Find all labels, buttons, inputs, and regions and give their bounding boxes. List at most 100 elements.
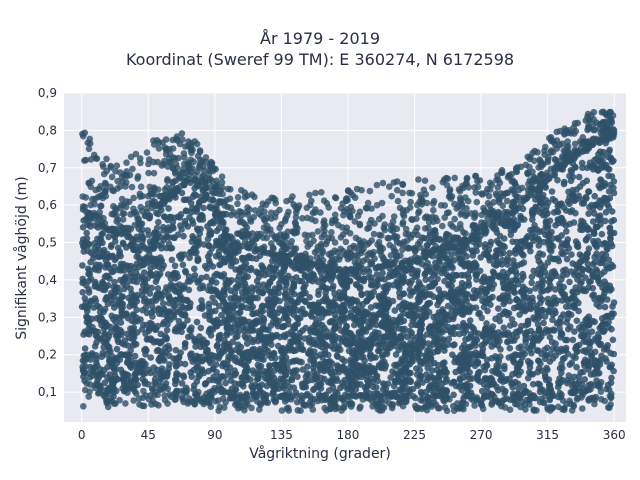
scatter-point (544, 224, 551, 232)
scatter-point (415, 176, 422, 183)
scatter-point (84, 247, 92, 255)
scatter-point (132, 246, 140, 254)
scatter-point (193, 208, 200, 215)
scatter-point (500, 284, 508, 292)
scatter-point (184, 223, 192, 230)
scatter-point (317, 366, 324, 373)
scatter-point (363, 297, 370, 305)
scatter-point (92, 297, 100, 305)
scatter-point (299, 366, 307, 373)
scatter-point (113, 162, 121, 169)
scatter-point (215, 271, 223, 279)
scatter-point (294, 337, 302, 345)
scatter-point (606, 146, 613, 154)
scatter-point (508, 267, 515, 275)
scatter-point (552, 309, 559, 317)
scatter-point (395, 371, 402, 378)
scatter-point (583, 195, 590, 202)
scatter-point (194, 257, 201, 265)
scatter-point (554, 202, 561, 210)
scatter-point (130, 334, 138, 341)
scatter-point (280, 332, 288, 339)
scatter-point (179, 261, 187, 269)
scatter-point (591, 259, 598, 266)
scatter-point (103, 272, 110, 280)
scatter-point (232, 354, 239, 362)
scatter-point (586, 344, 593, 351)
scatter-point (419, 334, 427, 341)
scatter-point (602, 313, 609, 321)
scatter-point (411, 337, 419, 344)
scatter-point (582, 237, 590, 244)
scatter-point (127, 299, 135, 306)
scatter-point (416, 357, 423, 365)
scatter-point (111, 278, 118, 286)
scatter-point (154, 322, 161, 330)
scatter-point (322, 332, 329, 340)
scatter-point (206, 357, 213, 365)
scatter-point (379, 340, 386, 347)
scatter-point (221, 291, 228, 299)
scatter-point (546, 382, 554, 389)
scatter-point (541, 147, 548, 155)
scatter-point (159, 355, 167, 363)
scatter-point (118, 340, 126, 347)
scatter-point (610, 189, 618, 197)
scatter-point (531, 316, 539, 323)
scatter-point (491, 340, 498, 348)
scatter-point (477, 254, 485, 261)
scatter-point (476, 368, 483, 376)
scatter-point (337, 346, 344, 354)
scatter-point (346, 277, 354, 285)
scatter-point (600, 256, 607, 264)
scatter-point (283, 314, 290, 321)
scatter-point (604, 265, 612, 272)
scatter-point (415, 288, 423, 296)
scatter-point (221, 347, 228, 355)
scatter-point (598, 295, 605, 303)
scatter-point (142, 351, 149, 358)
scatter-point (184, 316, 191, 324)
scatter-point (536, 199, 544, 206)
scatter-point (506, 344, 514, 352)
scatter-point (327, 379, 334, 387)
scatter-point (114, 284, 122, 292)
scatter-point (106, 371, 113, 378)
scatter-point (422, 276, 429, 284)
scatter-point (194, 226, 202, 234)
scatter-point (585, 266, 593, 274)
scatter-point (575, 378, 583, 385)
scatter-point (91, 364, 99, 371)
scatter-point (522, 335, 529, 343)
scatter-point (396, 289, 403, 297)
scatter-point (367, 304, 375, 311)
scatter-point (174, 273, 182, 281)
scatter-point (493, 262, 500, 269)
scatter-point (153, 224, 161, 232)
scatter-point (131, 352, 139, 360)
scatter-point (465, 351, 472, 359)
scatter-point (294, 373, 301, 381)
scatter-point (174, 213, 182, 220)
scatter-point (603, 346, 611, 353)
scatter-point (266, 308, 273, 315)
scatter-point (598, 230, 606, 238)
scatter-point (518, 322, 525, 330)
scatter-point (515, 328, 523, 336)
scatter-point (180, 373, 188, 381)
scatter-point (604, 201, 611, 208)
scatter-point (96, 308, 104, 316)
scatter-point (91, 343, 99, 350)
scatter-point (247, 264, 255, 272)
scatter-point (443, 387, 450, 394)
scatter-point (273, 262, 281, 269)
scatter-point (212, 317, 219, 325)
scatter-point (375, 303, 382, 310)
scatter-point (607, 235, 614, 243)
scatter-point (152, 293, 159, 301)
scatter-point (539, 282, 546, 289)
scatter-point (407, 265, 415, 273)
scatter-point (271, 290, 279, 297)
scatter-point (594, 166, 602, 174)
